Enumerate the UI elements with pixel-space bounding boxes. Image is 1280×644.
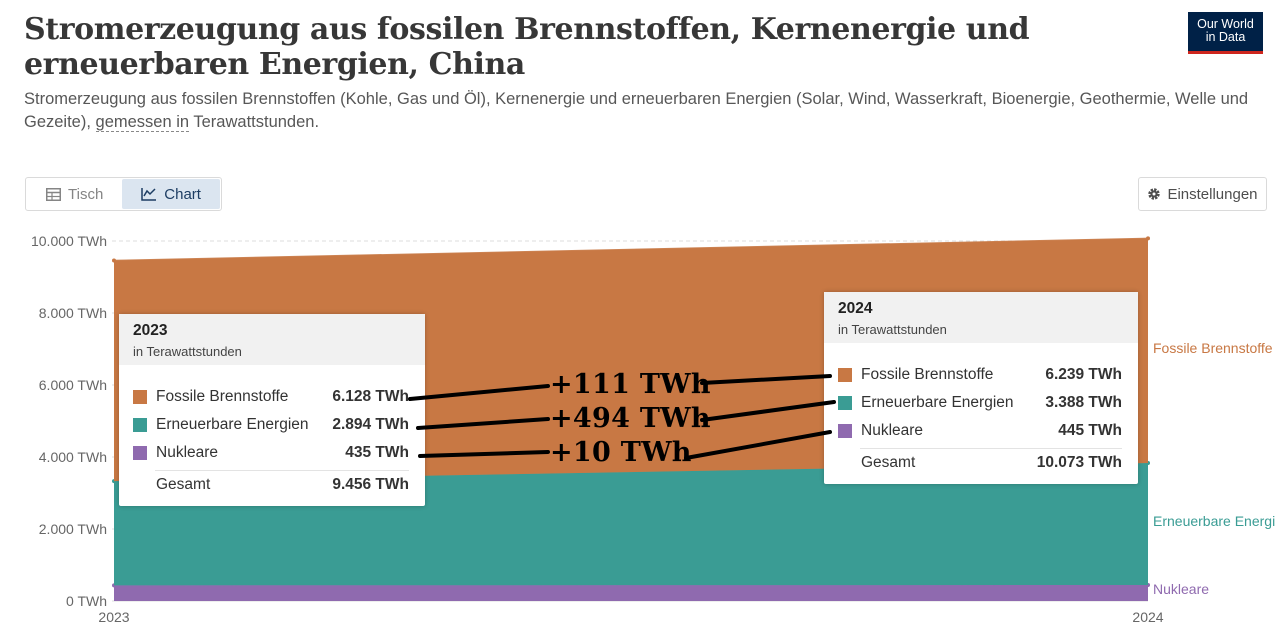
tooltip-2023: 2023 in Terawattstunden Fossile Brennsto… xyxy=(119,314,425,506)
series-label-nuclear: Nukleare xyxy=(1153,581,1209,597)
tooltip-divider xyxy=(155,470,409,471)
tooltip-row-fossil: Fossile Brennstoffe 6.239 TWh xyxy=(838,364,1122,386)
row-label: Fossile Brennstoffe xyxy=(861,366,994,383)
settings-label: Einstellungen xyxy=(1167,185,1258,203)
annotation-renewables-change: +494 TWh xyxy=(550,403,711,434)
area-top-fossil xyxy=(113,237,1149,262)
subtitle-part1: Stromerzeugung aus fossilen Brennstoffen… xyxy=(24,90,1249,108)
row-label: Nukleare xyxy=(861,422,924,439)
chart-subtitle: Stromerzeugung aus fossilen Brennstoffen… xyxy=(24,88,1274,134)
subtitle-part3: Terawattstunden. xyxy=(189,113,320,131)
row-value: 3.388 TWh xyxy=(1045,394,1122,411)
point-fossil xyxy=(112,258,116,263)
series-label-fossil: Fossile Brennstoffe xyxy=(1153,340,1273,356)
swatch-renewables xyxy=(133,418,147,432)
y-tick-label: 8.000 TWh xyxy=(39,305,107,321)
total-label: Gesamt xyxy=(156,476,211,493)
swatch-renewables xyxy=(838,396,852,410)
row-value: 435 TWh xyxy=(345,444,409,461)
chart-icon xyxy=(141,188,157,201)
total-value: 9.456 TWh xyxy=(332,476,409,493)
table-icon xyxy=(46,187,61,201)
tooltip-row-total: Gesamt 10.073 TWh xyxy=(838,452,1122,474)
swatch-fossil xyxy=(838,368,852,382)
total-value: 10.073 TWh xyxy=(1036,454,1122,471)
y-tick-label: 10.000 TWh xyxy=(31,233,107,249)
swatch-empty xyxy=(133,478,147,492)
subtitle-part2: Gezeite), xyxy=(24,113,96,131)
tab-chart-label: Chart xyxy=(164,185,201,203)
y-tick-label: 6.000 TWh xyxy=(39,377,107,393)
tab-table-label: Tisch xyxy=(68,185,104,203)
swatch-fossil xyxy=(133,390,147,404)
x-tick-label: 2024 xyxy=(1132,609,1163,625)
row-label: Nukleare xyxy=(156,444,219,461)
point-fossil xyxy=(1146,236,1150,241)
total-label: Gesamt xyxy=(861,454,916,471)
tooltip-divider xyxy=(860,448,1122,449)
y-tick-label: 2.000 TWh xyxy=(39,521,107,537)
tooltip-2024: 2024 in Terawattstunden Fossile Brennsto… xyxy=(824,292,1138,484)
swatch-nuclear xyxy=(838,424,852,438)
gear-icon xyxy=(1148,188,1161,200)
y-tick-label: 0 TWh xyxy=(66,593,107,609)
series-label-renewables: Erneuerbare Energi xyxy=(1153,513,1275,529)
tooltip-row-nuclear: Nukleare 435 TWh xyxy=(133,442,409,464)
row-value: 445 TWh xyxy=(1058,422,1122,439)
tab-table[interactable]: Tisch xyxy=(27,179,122,209)
row-label: Fossile Brennstoffe xyxy=(156,388,289,405)
logo-line1: Our World xyxy=(1197,17,1254,31)
swatch-nuclear xyxy=(133,446,147,460)
row-label: Erneuerbare Energien xyxy=(156,416,309,433)
tab-chart[interactable]: Chart xyxy=(122,179,220,209)
subtitle-link[interactable]: gemessen in xyxy=(95,113,190,132)
tooltip-year: 2023 xyxy=(133,322,168,339)
settings-button[interactable]: Einstellungen xyxy=(1138,177,1267,211)
row-value: 6.128 TWh xyxy=(332,388,409,405)
row-value: 6.239 TWh xyxy=(1045,366,1122,383)
tooltip-row-renewables: Erneuerbare Energien 3.388 TWh xyxy=(838,392,1122,414)
row-label: Erneuerbare Energien xyxy=(861,394,1014,411)
owid-logo[interactable]: Our World in Data xyxy=(1188,12,1263,54)
tooltip-row-nuclear: Nukleare 445 TWh xyxy=(838,420,1122,442)
y-tick-label: 4.000 TWh xyxy=(39,449,107,465)
row-value: 2.894 TWh xyxy=(332,416,409,433)
tooltip-unit: in Terawattstunden xyxy=(838,322,947,337)
area-nuclear xyxy=(114,584,1148,601)
tooltip-row-fossil: Fossile Brennstoffe 6.128 TWh xyxy=(133,386,409,408)
logo-line2: in Data xyxy=(1205,30,1246,44)
tooltip-year: 2024 xyxy=(838,300,873,317)
swatch-empty xyxy=(838,456,852,470)
view-tabs: Tisch Chart xyxy=(25,177,222,211)
tooltip-row-renewables: Erneuerbare Energien 2.894 TWh xyxy=(133,414,409,436)
chart-title: Stromerzeugung aus fossilen Brennstoffen… xyxy=(24,12,1030,82)
x-tick-label: 2023 xyxy=(98,609,129,625)
annotation-fossil-change: +111 TWh xyxy=(550,369,711,400)
annotation-nuclear-change: +10 TWh xyxy=(550,437,692,468)
tooltip-unit: in Terawattstunden xyxy=(133,344,242,359)
tooltip-row-total: Gesamt 9.456 TWh xyxy=(133,474,409,496)
